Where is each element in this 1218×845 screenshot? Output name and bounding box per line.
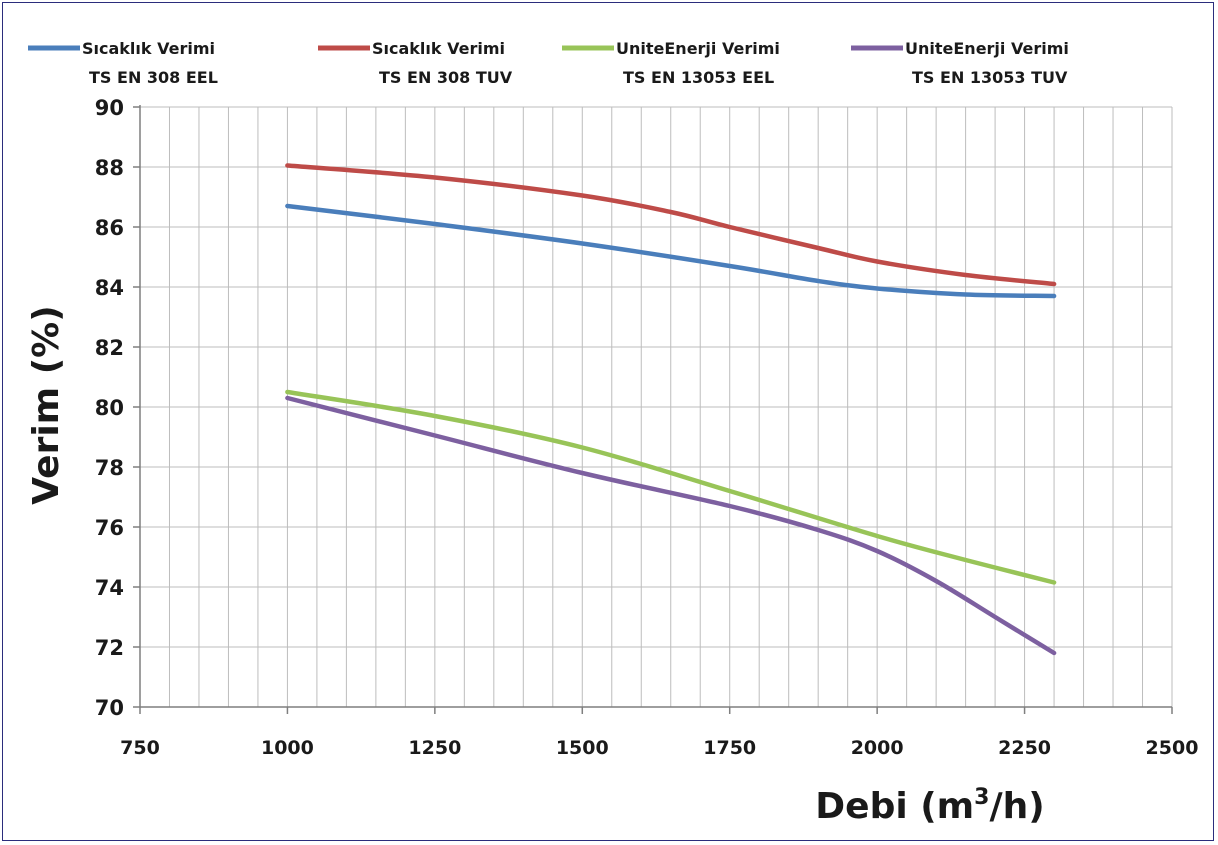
y-tick-labels: 70 72 74 76 78 80 82 84 86 88 90 xyxy=(95,96,124,720)
x-axis-title-tail: /h) xyxy=(989,786,1044,827)
y-tick-label: 88 xyxy=(95,156,124,180)
legend-item-3: UniteEnerji Verimi TS EN 13053 EEL xyxy=(562,39,780,87)
y-tick-label: 86 xyxy=(95,216,124,240)
x-axis-title: Debi (m3/h) xyxy=(815,785,1044,827)
y-tick-label: 78 xyxy=(95,456,124,480)
legend-label-sub: TS EN 308 TUV xyxy=(379,68,513,87)
grid-lines xyxy=(140,106,1173,707)
x-tick-label: 1500 xyxy=(556,737,609,759)
axes xyxy=(133,105,1173,714)
x-tick-label: 1750 xyxy=(703,737,756,759)
y-tick-label: 82 xyxy=(95,336,124,360)
series-lines xyxy=(285,163,1057,656)
x-axis-title-sup: 3 xyxy=(974,785,989,810)
x-tick-label: 1250 xyxy=(408,737,461,759)
legend-label: Sıcaklık Verimi xyxy=(372,39,505,58)
series-line-2 xyxy=(285,163,1057,287)
y-tick-label: 84 xyxy=(95,276,124,300)
series-line-1 xyxy=(285,203,1057,299)
series-line-4 xyxy=(285,395,1057,656)
x-tick-labels: 750 1000 1250 1500 1750 2000 2250 2500 xyxy=(120,737,1198,759)
x-tick-label: 1000 xyxy=(261,737,314,759)
legend-label: UniteEnerji Verimi xyxy=(905,39,1069,58)
y-tick-label: 72 xyxy=(95,636,124,660)
x-tick-label: 2250 xyxy=(998,737,1051,759)
legend-label-sub: TS EN 308 EEL xyxy=(89,68,218,87)
x-tick-label: 2000 xyxy=(851,737,904,759)
legend-item-4: UniteEnerji Verimi TS EN 13053 TUV xyxy=(851,39,1069,87)
legend-label: UniteEnerji Verimi xyxy=(616,39,780,58)
x-axis-title-main: Debi (m xyxy=(815,786,974,827)
legend-label-sub: TS EN 13053 TUV xyxy=(912,68,1068,87)
legend-label: Sıcaklık Verimi xyxy=(82,39,215,58)
legend-item-1: Sıcaklık Verimi TS EN 308 EEL xyxy=(28,39,218,87)
x-tick-label: 750 xyxy=(120,737,160,759)
y-tick-label: 80 xyxy=(95,396,124,420)
y-axis-title: Verim (%) xyxy=(26,305,67,504)
y-tick-label: 70 xyxy=(95,696,124,720)
y-tick-label: 76 xyxy=(95,516,124,540)
legend-item-2: Sıcaklık Verimi TS EN 308 TUV xyxy=(318,39,513,87)
y-tick-label: 74 xyxy=(95,576,124,600)
y-tick-label: 90 xyxy=(95,96,124,120)
series-line-3 xyxy=(285,389,1057,585)
x-tick-label: 2500 xyxy=(1146,737,1199,759)
legend-label-sub: TS EN 13053 EEL xyxy=(623,68,774,87)
